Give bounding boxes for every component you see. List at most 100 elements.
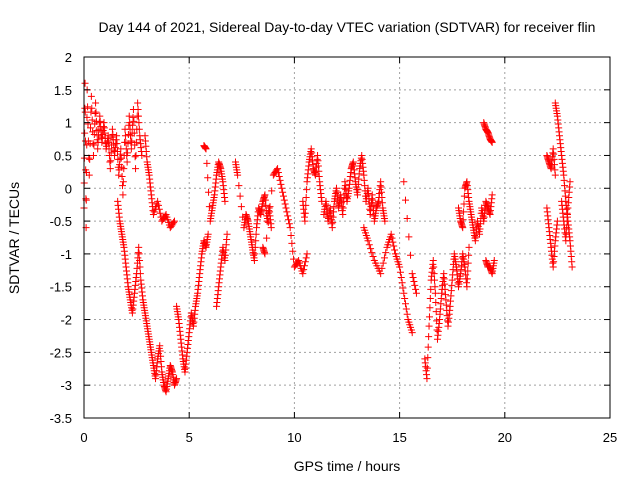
data-point <box>92 108 100 116</box>
data-point <box>279 192 287 200</box>
data-points <box>80 79 576 396</box>
y-tick-label: -2.5 <box>50 345 72 360</box>
data-point <box>431 276 439 284</box>
data-point <box>401 196 409 204</box>
y-axis-label: SDTVAR / TECUs <box>6 182 22 294</box>
data-point <box>251 250 259 258</box>
data-point <box>92 99 100 107</box>
y-axis: 2 1.5 1 0.5 0 -0.5 -1 -1.5 -2 -2.5 -3 -3.5 <box>50 50 610 426</box>
data-point <box>170 218 178 226</box>
data-point <box>425 313 433 321</box>
data-point <box>424 343 432 351</box>
data-point <box>302 254 310 262</box>
data-point <box>285 216 293 224</box>
data-point <box>365 241 373 249</box>
data-point <box>300 262 308 270</box>
data-point <box>284 212 292 220</box>
data-point <box>234 171 242 179</box>
data-point <box>135 125 143 133</box>
data-point <box>302 201 310 209</box>
data-point <box>400 178 408 186</box>
data-point <box>279 188 287 196</box>
data-point <box>299 270 307 278</box>
data-point <box>287 232 295 240</box>
data-point <box>89 140 97 148</box>
data-point <box>408 329 416 337</box>
data-point <box>402 305 410 313</box>
data-point <box>95 132 103 140</box>
data-point <box>410 277 418 285</box>
data-point <box>223 230 231 238</box>
x-tick-label: 5 <box>186 430 193 445</box>
data-point <box>113 132 121 140</box>
data-point <box>403 214 411 222</box>
x-tick-label: 20 <box>498 430 512 445</box>
data-point <box>106 165 114 173</box>
data-point <box>285 220 293 228</box>
data-point <box>263 234 271 242</box>
data-point <box>289 247 297 255</box>
data-point <box>460 208 468 216</box>
data-point <box>237 203 245 211</box>
data-point <box>430 270 438 278</box>
data-point <box>423 364 431 372</box>
data-point <box>84 103 92 111</box>
data-point <box>563 224 571 232</box>
data-point <box>275 172 283 180</box>
data-point <box>113 140 121 148</box>
data-point <box>221 197 229 205</box>
data-point <box>283 208 291 216</box>
data-point <box>566 178 574 186</box>
data-point <box>85 171 93 179</box>
plot-frame <box>83 56 611 419</box>
data-point <box>134 112 142 120</box>
data-point <box>236 192 244 200</box>
data-point <box>136 270 144 278</box>
y-tick-label: -2 <box>60 313 72 328</box>
data-point <box>425 322 433 330</box>
data-point <box>411 281 419 289</box>
data-point <box>203 159 211 167</box>
data-point <box>288 239 296 247</box>
data-point <box>369 253 377 261</box>
data-point <box>463 275 471 283</box>
data-point <box>274 165 282 173</box>
data-point <box>204 230 212 238</box>
data-point <box>301 217 309 225</box>
data-point <box>377 270 385 278</box>
x-axis: 0 5 10 15 20 25 <box>80 57 617 445</box>
data-point <box>301 209 309 217</box>
data-point <box>127 145 135 153</box>
y-tick-label: 2 <box>65 50 72 65</box>
data-point <box>81 129 89 137</box>
data-point <box>563 217 571 225</box>
data-point <box>426 304 434 312</box>
data-point <box>301 258 309 266</box>
data-point <box>427 285 435 293</box>
data-point <box>170 217 178 225</box>
data-point <box>488 138 496 146</box>
data-point <box>250 256 258 264</box>
data-point <box>107 157 115 165</box>
data-point <box>380 254 388 262</box>
data-point <box>431 289 439 297</box>
x-tick-label: 25 <box>603 430 617 445</box>
data-point <box>281 200 289 208</box>
data-point <box>161 212 169 220</box>
data-point <box>282 204 290 212</box>
data-point <box>409 274 417 282</box>
data-point <box>339 211 347 219</box>
x-tick-label: 10 <box>287 430 301 445</box>
data-point <box>430 263 438 271</box>
y-tick-label: 1 <box>65 116 72 131</box>
data-point <box>123 158 131 166</box>
data-point <box>252 237 260 245</box>
data-point <box>398 279 406 287</box>
data-point <box>278 184 286 192</box>
data-point <box>339 204 347 212</box>
data-point <box>401 300 409 308</box>
data-point <box>119 178 127 186</box>
data-point <box>460 192 468 200</box>
data-point <box>135 250 143 258</box>
